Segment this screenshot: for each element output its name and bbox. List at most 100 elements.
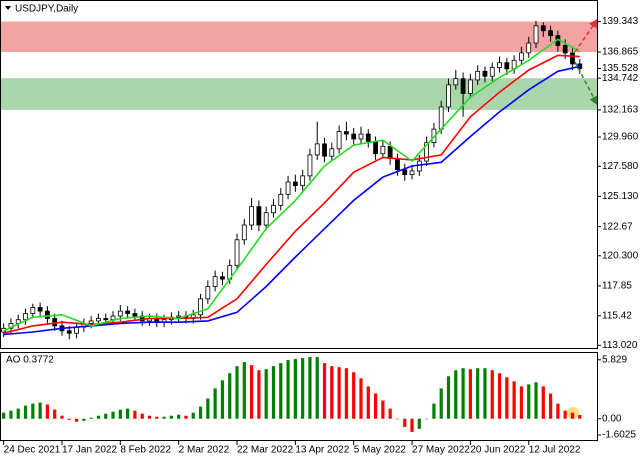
candle-body [30,307,36,314]
chart-title: USDJPY,Daily [15,4,78,15]
x-tick-label: 2 Mar 2022 [179,445,230,456]
down-arrow [574,61,598,106]
candle-body [292,181,298,187]
ao-bar [23,405,28,419]
ao-bar [9,410,13,419]
moving-average [3,38,581,332]
candle-body [336,131,342,150]
x-tick-label: 13 Apr 2022 [295,445,349,456]
candle-body [37,307,43,312]
ao-bar [519,386,524,419]
ao-bar [578,414,582,419]
moving-average [3,65,580,336]
ao-bar [198,406,203,419]
candle-body [96,318,101,322]
y-tick-label: 139.343 [602,16,639,27]
ao-bar [359,378,363,419]
ao-bar [454,370,458,419]
y-tick-label: 127.580 [602,161,639,172]
y-tick-label: 129.960 [602,132,639,143]
ao-bar [271,366,276,419]
ao-bar [417,418,421,429]
candle-body [300,175,306,187]
candle-body [314,143,320,156]
ao-bar [96,415,101,419]
ao-bar [206,398,210,419]
ao-bar [286,360,290,419]
candle-body [322,143,327,157]
ao-bar [89,417,93,419]
ao-bar [242,362,246,419]
ao-bar [162,416,166,419]
ao-bar [527,384,531,419]
candle-body [409,170,415,176]
candle-body [125,310,131,314]
ao-bar [220,380,225,419]
ao-bar [461,368,465,419]
ao-bar [82,418,86,421]
candle-body [533,25,539,44]
zone [0,21,598,53]
candle-body [402,169,408,176]
candle-body [380,145,386,155]
ao-bar [446,376,451,419]
ao-bar [563,410,567,419]
candle-body [278,193,284,206]
ao-bar [67,418,71,420]
y-tick-label: 122.67 [602,221,633,232]
ao-bar [293,359,297,419]
ao-bar [104,413,108,419]
ao-bar [322,363,327,419]
candle-body [519,52,524,61]
candle-body [351,133,357,140]
candle-body [241,224,247,241]
x-tick-label: 17 Jan 2022 [62,445,117,456]
ao-bar [213,388,217,419]
y-tick-label: 117.85 [602,281,632,292]
y-tick-label: 132.163 [602,105,639,116]
ao-bar [337,367,341,419]
title-icon [5,6,11,10]
ao-bar [184,415,188,419]
price-panel [1,20,583,340]
candle-body [220,276,225,280]
ao-bar [483,368,487,419]
ao-bar [2,412,6,419]
ao-bar [74,418,79,422]
ao-bar [308,357,312,419]
x-tick-label: 22 Mar 2022 [237,445,294,456]
ao-bar [352,372,356,419]
candle-body [446,84,451,108]
y-tick-label: -1.6025 [602,430,636,441]
candle-body [548,30,553,37]
ao-bar [570,412,575,419]
ao-bar [395,418,400,420]
ao-bar [177,414,181,419]
ao-bar [476,368,480,419]
y-tick-label: 5.829 [602,354,627,365]
candle-body [562,45,568,54]
ao-bar [118,409,122,419]
candle-body [438,106,444,130]
y-tick-label: 115.42 [602,310,632,321]
ao-bar [111,411,115,419]
candle-body [482,70,488,77]
ao-bar [505,377,509,419]
candle-body [358,133,364,140]
ao-title: AO 0.3772 [6,355,54,366]
candle-body [249,206,254,226]
y-tick-label: 0.00 [602,413,622,424]
ao-bar [410,418,414,432]
ao-bar [403,418,407,427]
ao-bar [556,403,560,419]
ao-bar [45,404,50,419]
price-frame [0,0,598,349]
candle-body [66,330,72,334]
x-tick-label: 8 Feb 2022 [120,445,171,456]
ao-bar [235,366,239,419]
candle-body [256,206,262,226]
candle-body [307,154,313,177]
candle-body [110,315,116,321]
